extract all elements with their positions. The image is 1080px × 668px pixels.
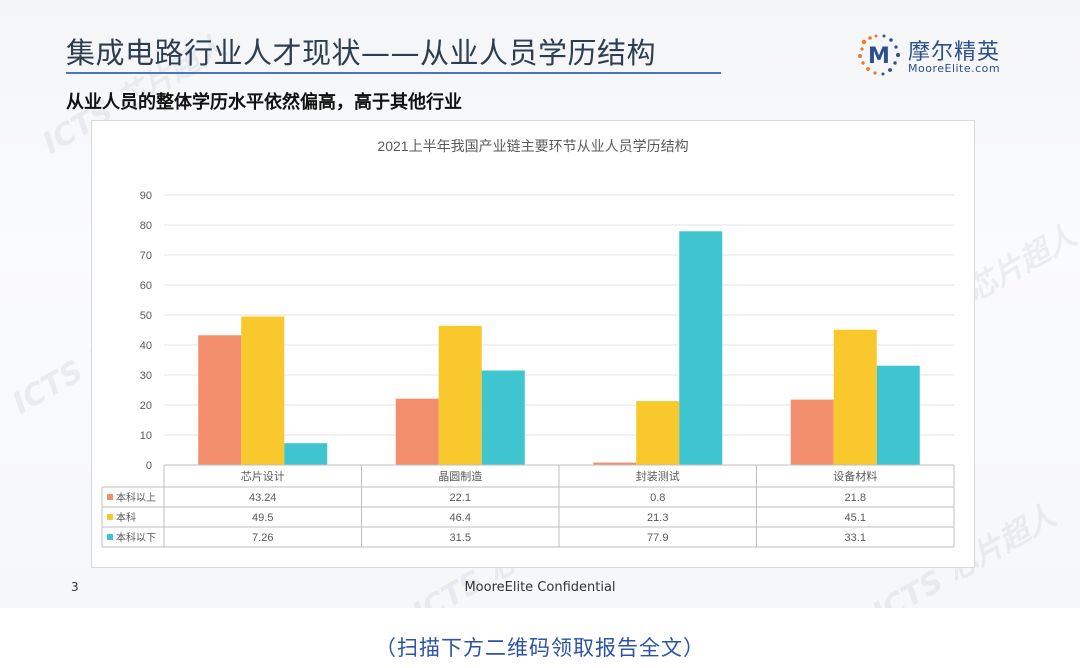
data-label: 77.9 [647, 532, 668, 544]
bar [790, 399, 834, 465]
y-tick-label: 80 [140, 220, 152, 232]
legend-swatch [107, 534, 113, 540]
company-logo: M 摩尔精英 MooreElite.com [856, 30, 1046, 80]
y-tick-label: 20 [140, 400, 152, 412]
data-label: 0.8 [650, 492, 665, 504]
x-category-label: 封装测试 [636, 469, 680, 483]
y-tick-label: 60 [140, 280, 152, 292]
data-label: 31.5 [450, 532, 471, 544]
data-label: 22.1 [450, 492, 471, 504]
bar [198, 335, 242, 465]
bar [395, 398, 439, 465]
data-label: 49.5 [252, 512, 273, 524]
logo-url: MooreElite.com [908, 62, 1001, 75]
y-tick-label: 40 [140, 340, 152, 352]
bar-chart: 2021上半年我国产业链主要环节从业人员学历结构 0 10 20 30 40 50 60 70 8… [101, 138, 955, 548]
data-label: 21.8 [845, 492, 866, 504]
y-tick-label: 90 [140, 190, 152, 202]
data-label: 43.24 [249, 492, 277, 504]
data-label: 21.3 [647, 512, 668, 524]
title-underline [66, 72, 721, 74]
bar [284, 443, 328, 465]
bar [679, 231, 723, 465]
footer-note: （扫描下方二维码领取报告全文） [375, 636, 705, 660]
x-category-label: 芯片设计 [241, 469, 285, 483]
y-tick-label: 30 [140, 370, 152, 382]
data-label: 45.1 [845, 512, 866, 524]
legend-label: 本科以下 [116, 531, 156, 544]
y-tick-label: 50 [140, 310, 152, 322]
chart-frame: 2021上半年我国产业链主要环节从业人员学历结构 0 10 20 30 40 50 60 70 8… [91, 120, 975, 568]
logo-name: 摩尔精英 [908, 40, 1001, 65]
bar [833, 329, 877, 465]
chart-title: 2021上半年我国产业链主要环节从业人员学历结构 [377, 138, 688, 154]
logo-mark-letter: M [868, 44, 890, 69]
logo-mark-icon: M [858, 34, 900, 76]
bar [876, 365, 920, 465]
data-label: 46.4 [450, 512, 471, 524]
y-tick-label: 70 [140, 250, 152, 262]
bar [481, 370, 525, 465]
page-number: 3 [71, 580, 79, 594]
bar [593, 462, 637, 465]
slide: ICTS 芯片超人 ICTS 芯片超人 ICTS 芯片超人 ICTS 芯片超人 … [0, 0, 1080, 608]
legend-label: 本科以上 [116, 491, 156, 504]
page-subtitle: 从业人员的整体学历水平依然偏高，高于其他行业 [66, 92, 462, 113]
page-title: 集成电路行业人才现状——从业人员学历结构 [66, 36, 657, 70]
data-label: 33.1 [845, 532, 866, 544]
bar [438, 325, 482, 465]
confidential-label: MooreElite Confidential [464, 580, 616, 595]
bar [636, 401, 680, 465]
bar [241, 316, 285, 465]
y-tick-label: 0 [146, 460, 152, 472]
legend-swatch [107, 494, 113, 500]
y-tick-label: 10 [140, 430, 152, 442]
data-label: 7.26 [252, 532, 273, 544]
x-category-label: 设备材料 [833, 469, 877, 483]
legend-swatch [107, 514, 113, 520]
legend-label: 本科 [116, 511, 136, 524]
x-category-label: 晶圆制造 [438, 469, 482, 483]
